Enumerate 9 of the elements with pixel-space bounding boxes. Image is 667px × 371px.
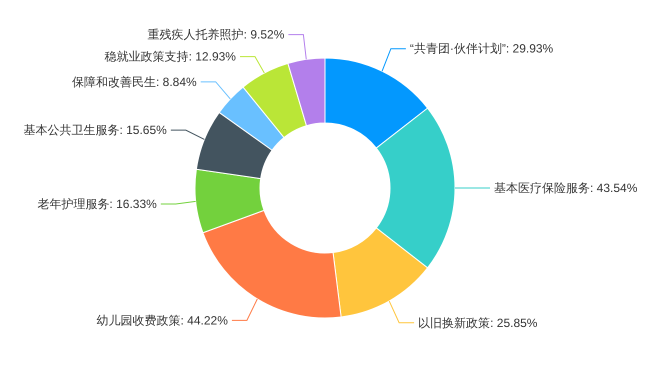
slice-label: 幼儿园收费政策: 44.22% bbox=[96, 313, 228, 328]
slice-label: 稳就业政策支持: 12.93% bbox=[104, 50, 236, 64]
slice-label: 老年护理服务: 16.33% bbox=[37, 196, 158, 211]
slice-label: 以旧换新政策: 25.85% bbox=[418, 316, 538, 330]
slice-label: 保障和改善民生: 8.84% bbox=[72, 74, 198, 89]
slice-label: 重残疾人托养照护: 9.52% bbox=[148, 28, 285, 42]
slice-label: 基本医疗保险服务: 43.54% bbox=[494, 180, 638, 195]
slice-label: 基本公共卫生服务: 15.65% bbox=[23, 123, 168, 138]
slice-label: “共青团·伙伴计划”: 29.93% bbox=[410, 42, 554, 56]
